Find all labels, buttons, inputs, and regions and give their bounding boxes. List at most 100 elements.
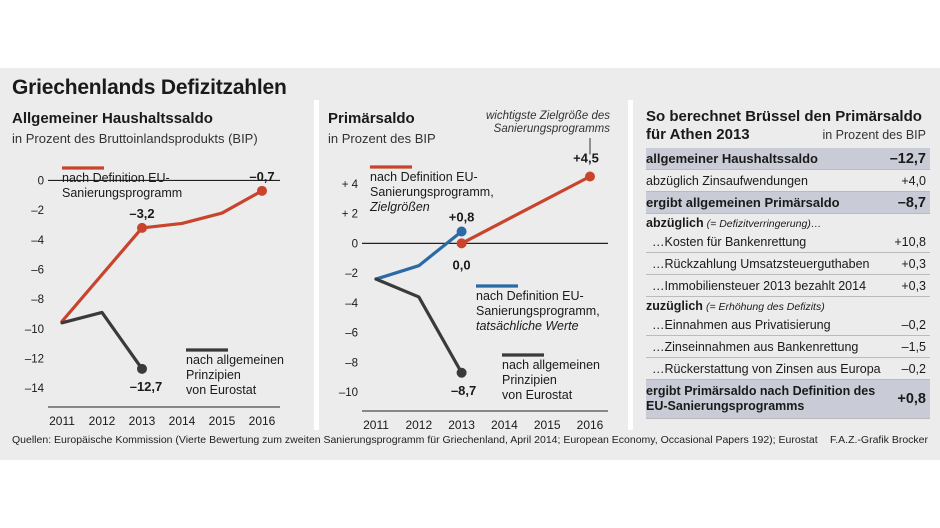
- data-point: [137, 222, 147, 233]
- data-label: +4,5: [573, 150, 599, 165]
- row-value: +0,3: [901, 256, 926, 271]
- data-point: [456, 226, 467, 237]
- table-title-line: für Athen 2013: [646, 126, 750, 143]
- row-label: …Zinseinnahmen aus Bankenrettung: [652, 339, 859, 354]
- table-unit: in Prozent des BIP: [822, 128, 926, 142]
- row-label: …Immobiliensteuer 2013 bezahlt 2014: [652, 278, 867, 293]
- y-tick-label: –2: [345, 268, 358, 280]
- series-line: [60, 310, 144, 371]
- graphic-credit: F.A.Z.-Grafik Brocker: [829, 434, 928, 446]
- x-tick-label: 2016: [249, 414, 276, 428]
- row-label: abzüglich (= Defizitverringerung)…: [646, 215, 822, 230]
- row-value: –1,5: [901, 339, 926, 354]
- data-label: +0,8: [449, 210, 475, 225]
- chart2-title: Primärsaldo: [328, 110, 415, 127]
- row-label: …Rückerstattung von Zinsen aus Europa: [652, 361, 881, 376]
- row-label: ergibt Primärsaldo nach Definition des E…: [646, 384, 876, 413]
- y-tick-label: –10: [339, 387, 358, 399]
- table-row: abzüglich (= Defizitverringerung)…: [646, 214, 930, 231]
- row-note: (= Defizitverringerung)…: [706, 217, 822, 230]
- y-tick-label: –4: [345, 298, 358, 310]
- legend-label: nach allgemeinen: [502, 358, 600, 372]
- row-value: +4,0: [901, 173, 926, 188]
- legend-label: Prinzipien: [186, 368, 241, 382]
- table-row: …Kosten für Bankenrettung +10,8: [646, 231, 930, 253]
- row-value: –12,7: [889, 150, 926, 167]
- x-tick-label: 2013: [129, 414, 156, 428]
- legend-label: Sanierungsprogramm,: [476, 304, 600, 318]
- row-value: +0,3: [901, 278, 926, 293]
- row-label: …Kosten für Bankenrettung: [652, 234, 807, 249]
- data-point: [585, 171, 595, 182]
- data-label: –8,7: [451, 383, 476, 398]
- legend-label: nach Definition EU-: [62, 171, 170, 185]
- y-tick-label: –6: [31, 264, 44, 276]
- y-tick-label: –8: [345, 357, 358, 369]
- y-tick-label: 0: [352, 238, 358, 250]
- data-label: –3,2: [129, 206, 154, 221]
- data-point: [456, 367, 467, 378]
- y-tick-label: 0: [38, 175, 44, 187]
- y-tick-label: –8: [31, 294, 44, 306]
- panel-divider-1: [314, 100, 319, 430]
- row-value: +0,8: [897, 391, 926, 407]
- row-label: …Rückzahlung Umsatzsteuerguthaben: [652, 256, 870, 271]
- table-row: …Zinseinnahmen aus Bankenrettung –1,5: [646, 336, 930, 358]
- x-tick-label: 2011: [363, 418, 389, 432]
- y-tick-label: –6: [345, 328, 358, 340]
- row-value: –0,2: [901, 317, 926, 332]
- row-label: allgemeiner Haushaltssaldo: [646, 151, 818, 166]
- row-value: –8,7: [897, 194, 926, 211]
- legend-label: Prinzipien: [502, 373, 557, 387]
- y-tick-label: –12: [25, 353, 44, 365]
- chart1-subtitle: in Prozent des Bruttoinlandsprodukts (BI…: [12, 131, 258, 146]
- x-tick-label: 2014: [169, 414, 196, 428]
- row-value: –0,2: [901, 361, 926, 376]
- table-row: …Einnahmen aus Privatisierung –0,2: [646, 314, 930, 336]
- legend-label: von Eurostat: [186, 383, 257, 397]
- data-point: [257, 185, 267, 196]
- legend-label: nach Definition EU-: [476, 289, 584, 303]
- row-label: ergibt allgemeinen Primärsaldo: [646, 195, 840, 210]
- legend-label: Sanierungsprogramm: [62, 186, 182, 200]
- data-label: 0,0: [453, 257, 471, 272]
- y-tick-label: –2: [31, 205, 44, 217]
- x-tick-label: 2014: [491, 418, 518, 432]
- legend-label: Zielgrößen: [369, 200, 430, 214]
- sources-footnote: Quellen: Europäische Kommission (Vierte …: [12, 434, 818, 446]
- x-tick-label: 2013: [448, 418, 475, 432]
- y-tick-label: + 4: [342, 179, 359, 191]
- table-row: abzüglich Zinsaufwendungen +4,0: [646, 170, 930, 192]
- data-label: –0,7: [249, 169, 274, 184]
- legend-label: von Eurostat: [502, 388, 573, 402]
- series-line: [374, 229, 464, 281]
- y-tick-label: –4: [31, 235, 44, 247]
- table-row: ergibt Primärsaldo nach Definition des E…: [646, 380, 930, 419]
- chart2-note-line: wichtigste Zielgröße des: [486, 110, 610, 122]
- x-tick-label: 2012: [89, 414, 116, 428]
- y-tick-label: + 2: [342, 209, 358, 221]
- y-tick-label: –10: [25, 324, 44, 336]
- data-point: [456, 238, 467, 249]
- row-note: (= Erhöhung des Defizits): [705, 300, 825, 313]
- chart2-note: wichtigste Zielgröße des Sanierungsprogr…: [486, 110, 610, 136]
- table-row: allgemeiner Haushaltssaldo –12,7: [646, 148, 930, 170]
- data-label: –12,7: [130, 379, 163, 394]
- table-title: So berechnet Brüssel den Primärsaldo für…: [646, 108, 930, 144]
- series-line: [460, 174, 592, 245]
- row-label: zuzüglich (= Erhöhung des Defizits): [646, 298, 825, 313]
- x-tick-label: 2012: [405, 418, 432, 432]
- row-value: +10,8: [894, 234, 926, 249]
- table-row: …Immobiliensteuer 2013 bezahlt 2014 +0,3: [646, 275, 930, 297]
- series-line: [374, 277, 464, 375]
- legend-label: tatsächliche Werte: [476, 319, 579, 333]
- page-title: Griechenlands Defizitzahlen: [12, 76, 287, 99]
- row-label: …Einnahmen aus Privatisierung: [652, 317, 831, 332]
- row-label: abzüglich Zinsaufwendungen: [646, 173, 808, 188]
- chart1-title: Allgemeiner Haushaltssaldo: [12, 110, 213, 127]
- table-body: allgemeiner Haushaltssaldo –12,7 abzüglich…: [646, 148, 930, 419]
- panel-divider-2: [628, 100, 633, 430]
- x-tick-label: 2011: [49, 414, 75, 428]
